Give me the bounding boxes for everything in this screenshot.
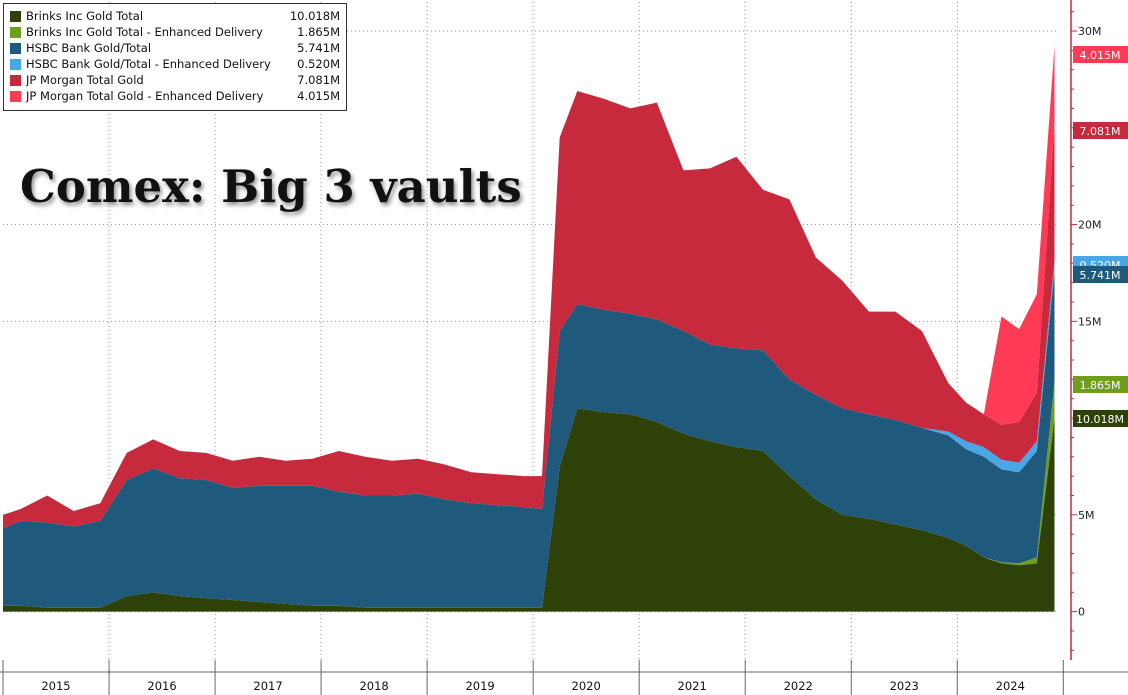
value-tag-background bbox=[1073, 376, 1128, 393]
value-tag-background bbox=[1073, 410, 1128, 427]
x-tick-label: 2018 bbox=[359, 679, 388, 693]
value-tag-label: 10.018M bbox=[1076, 413, 1124, 426]
y-tick-label: 30M bbox=[1078, 25, 1102, 38]
x-tick-label: 2022 bbox=[784, 679, 813, 693]
value-tag: 10.018M bbox=[1073, 410, 1128, 427]
value-tag-background bbox=[1073, 122, 1128, 139]
y-tick-label: 0 bbox=[1078, 606, 1085, 619]
legend: Brinks Inc Gold Total 10.018M Brinks Inc… bbox=[3, 3, 347, 111]
value-tag: 5.741M bbox=[1073, 266, 1128, 283]
legend-label: HSBC Bank Gold/Total bbox=[26, 41, 152, 55]
legend-value: 7.081M bbox=[297, 73, 340, 87]
area-layers bbox=[3, 45, 1055, 612]
x-tick-label: 2015 bbox=[41, 679, 70, 693]
legend-value: 4.015M bbox=[297, 89, 340, 103]
legend-value: 5.741M bbox=[297, 41, 340, 55]
x-tick-label: 2023 bbox=[890, 679, 919, 693]
area-series-4 bbox=[3, 91, 1055, 529]
y-axis: 0 5M 15M 20M 30M bbox=[1070, 0, 1102, 660]
value-tag-label: 5.741M bbox=[1080, 269, 1121, 282]
y-tick-label: 5M bbox=[1078, 509, 1095, 522]
legend-item: JP Morgan Total Gold 7.081M bbox=[10, 72, 340, 88]
y-tick-label: 15M bbox=[1078, 315, 1102, 328]
legend-label: Brinks Inc Gold Total bbox=[26, 9, 144, 23]
value-tag-label: 7.081M bbox=[1080, 125, 1121, 138]
legend-swatch bbox=[10, 90, 21, 102]
value-tag: 4.015M bbox=[1073, 46, 1128, 63]
legend-item: Brinks Inc Gold Total 10.018M bbox=[10, 8, 340, 24]
legend-swatch bbox=[10, 74, 21, 86]
area-series-2 bbox=[3, 270, 1055, 608]
legend-label: HSBC Bank Gold/Total - Enhanced Delivery bbox=[26, 57, 271, 71]
x-tick-label: 2024 bbox=[996, 679, 1025, 693]
legend-swatch bbox=[10, 10, 21, 22]
value-tag-background bbox=[1073, 266, 1128, 283]
x-tick-label: 2016 bbox=[147, 679, 176, 693]
y-tick-label: 20M bbox=[1078, 219, 1102, 232]
legend-label: JP Morgan Total Gold bbox=[26, 73, 144, 87]
legend-swatch bbox=[10, 42, 21, 54]
value-tag: 7.081M bbox=[1073, 122, 1128, 139]
x-tick-label: 2019 bbox=[465, 679, 494, 693]
legend-value: 0.520M bbox=[297, 57, 340, 71]
legend-value: 1.865M bbox=[297, 25, 340, 39]
x-axis: 2015 2016 2017 2018 2019 2020 2021 2022 2023 2024 bbox=[0, 660, 1128, 695]
area-series-0 bbox=[3, 408, 1055, 612]
x-tick-label: 2021 bbox=[678, 679, 707, 693]
x-tick-label: 2017 bbox=[253, 679, 282, 693]
value-tag-label: 1.865M bbox=[1080, 379, 1121, 392]
x-tick-label: 2020 bbox=[572, 679, 601, 693]
legend-item: HSBC Bank Gold/Total - Enhanced Delivery… bbox=[10, 56, 340, 72]
legend-label: JP Morgan Total Gold - Enhanced Delivery bbox=[26, 89, 264, 103]
chart-title: Comex: Big 3 vaults bbox=[20, 160, 522, 213]
legend-item: Brinks Inc Gold Total - Enhanced Deliver… bbox=[10, 24, 340, 40]
value-tag-label: 4.015M bbox=[1080, 49, 1121, 62]
value-tag: 1.865M bbox=[1073, 376, 1128, 393]
legend-item: HSBC Bank Gold/Total 5.741M bbox=[10, 40, 340, 56]
value-tag-background bbox=[1073, 46, 1128, 63]
legend-swatch bbox=[10, 26, 21, 38]
legend-item: JP Morgan Total Gold - Enhanced Delivery… bbox=[10, 88, 340, 104]
legend-value: 10.018M bbox=[289, 9, 340, 23]
legend-label: Brinks Inc Gold Total - Enhanced Deliver… bbox=[26, 25, 263, 39]
legend-swatch bbox=[10, 58, 21, 70]
